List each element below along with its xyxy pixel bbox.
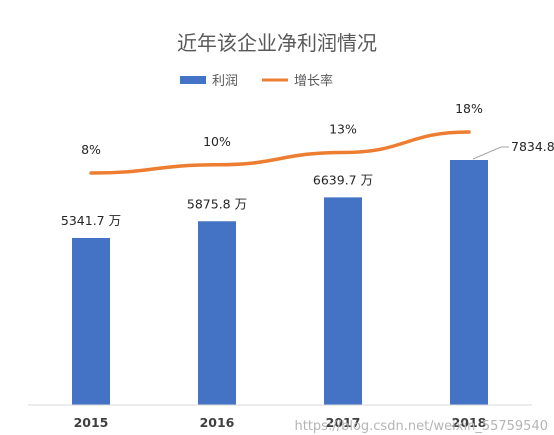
chart-title: 近年该企业净利润情况 xyxy=(177,31,377,55)
leader-line-2018 xyxy=(472,146,509,160)
bar-2017 xyxy=(324,197,362,405)
watermark: https://blog.csdn.net/weixin_55759540 xyxy=(294,419,548,434)
x-axis-ticks: 2015 2016 2017 2018 xyxy=(74,415,487,430)
legend: 利润 增长率 xyxy=(180,73,333,89)
legend-label-growth: 增长率 xyxy=(294,73,333,89)
growth-label-2018: 18% xyxy=(455,101,483,116)
bar-2015 xyxy=(72,237,110,405)
growth-labels: 8% 10% 13% 18% xyxy=(81,101,483,157)
growth-label-2015: 8% xyxy=(81,142,101,157)
growth-series xyxy=(89,130,471,175)
legend-label-profit: 利润 xyxy=(212,74,238,89)
legend-swatch-profit xyxy=(180,76,206,84)
bar-2018 xyxy=(450,160,488,405)
x-tick-2016: 2016 xyxy=(200,415,235,430)
bar-labels: 5341.7 万 5875.8 万 6639.7 万 7834.8 万 xyxy=(61,139,554,228)
x-tick-2015: 2015 xyxy=(74,415,109,430)
growth-label-2017: 13% xyxy=(329,122,357,137)
leader-lines xyxy=(472,146,509,160)
x-tick-2018: 2018 xyxy=(452,415,487,430)
bar-label-2018: 7834.8 万 xyxy=(511,139,554,154)
bar-label-2016: 5875.8 万 xyxy=(187,196,247,211)
growth-line xyxy=(89,130,471,175)
bar-2016 xyxy=(198,221,236,405)
bar-series xyxy=(72,160,488,405)
bar-label-2017: 6639.7 万 xyxy=(313,172,373,187)
growth-label-2016: 10% xyxy=(203,134,231,149)
x-tick-2017: 2017 xyxy=(326,415,361,430)
bar-label-2015: 5341.7 万 xyxy=(61,213,121,228)
